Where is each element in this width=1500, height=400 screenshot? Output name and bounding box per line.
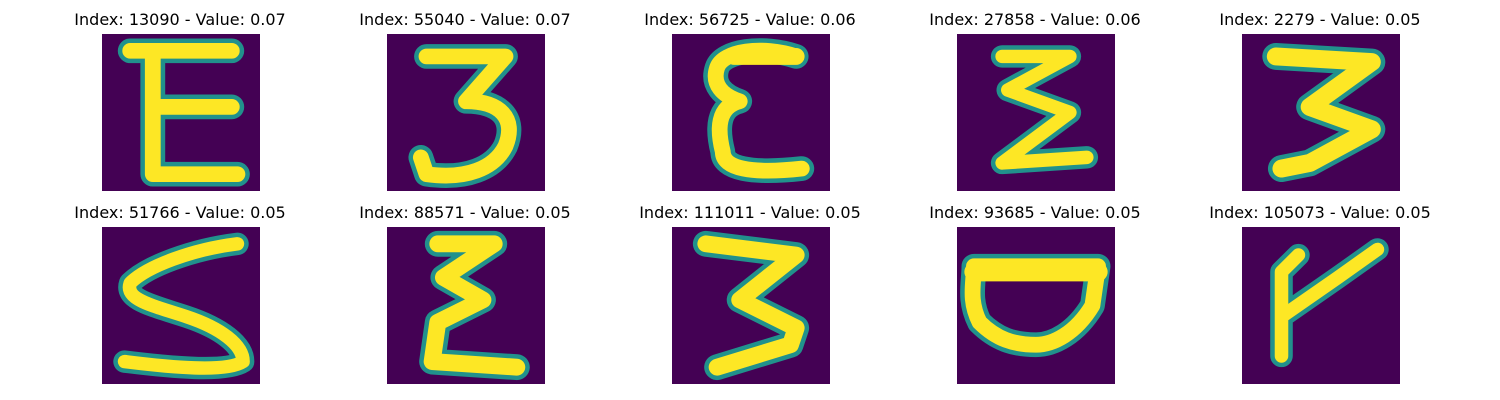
panel-7: Index: 88571 - Value: 0.05 [315, 203, 615, 393]
panel-1: Index: 13090 - Value: 0.07 [30, 10, 330, 200]
digit-image [672, 227, 830, 384]
digit-image [672, 34, 830, 191]
digit-image [957, 34, 1115, 191]
digit-image [102, 227, 260, 384]
panel-title: Index: 2279 - Value: 0.05 [1219, 10, 1421, 29]
digit-image [387, 227, 545, 384]
panel-9: Index: 93685 - Value: 0.05 [885, 203, 1185, 393]
panel-title: Index: 93685 - Value: 0.05 [929, 203, 1141, 222]
panel-10: Index: 105073 - Value: 0.05 [1170, 203, 1470, 393]
panel-title: Index: 55040 - Value: 0.07 [359, 10, 571, 29]
panel-title: Index: 105073 - Value: 0.05 [1209, 203, 1431, 222]
panel-8: Index: 111011 - Value: 0.05 [600, 203, 900, 393]
panel-5: Index: 2279 - Value: 0.05 [1170, 10, 1470, 200]
digit-image [102, 34, 260, 191]
panel-title: Index: 111011 - Value: 0.05 [639, 203, 861, 222]
panel-title: Index: 88571 - Value: 0.05 [359, 203, 571, 222]
digit-image [1242, 227, 1400, 384]
panel-title: Index: 27858 - Value: 0.06 [929, 10, 1141, 29]
digit-image [1242, 34, 1400, 191]
digit-image [387, 34, 545, 191]
panel-3: Index: 56725 - Value: 0.06 [600, 10, 900, 200]
panel-4: Index: 27858 - Value: 0.06 [885, 10, 1185, 200]
panel-title: Index: 56725 - Value: 0.06 [644, 10, 856, 29]
panel-6: Index: 51766 - Value: 0.05 [30, 203, 330, 393]
panel-title: Index: 51766 - Value: 0.05 [74, 203, 286, 222]
panel-2: Index: 55040 - Value: 0.07 [315, 10, 615, 200]
panel-title: Index: 13090 - Value: 0.07 [74, 10, 286, 29]
digit-image [957, 227, 1115, 384]
